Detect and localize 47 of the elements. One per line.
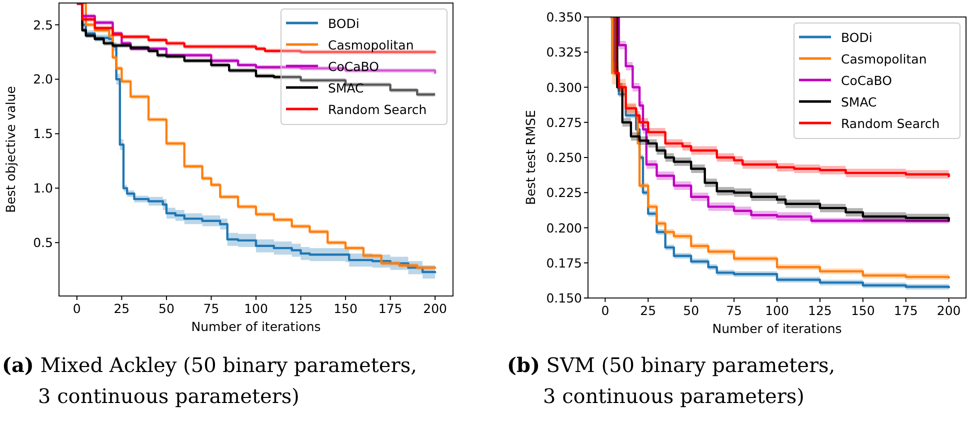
y-axis-title: Best test RMSE [523, 110, 538, 205]
x-tick-label: 100 [765, 303, 789, 318]
x-tick-label: 0 [72, 301, 81, 316]
x-tick-label: 200 [423, 301, 448, 316]
y-tick-label: 0.175 [546, 255, 582, 270]
x-tick-label: 0 [601, 303, 610, 318]
y-tick-label: 0.350 [546, 10, 582, 24]
legend-label: BODi [328, 16, 360, 31]
x-tick-label: 125 [288, 301, 313, 316]
x-tick-label: 50 [158, 301, 174, 316]
y-tick-label: 1.5 [33, 126, 53, 142]
legend-label: CoCaBO [841, 73, 892, 88]
x-tick-label: 100 [244, 301, 268, 316]
legend-label: BODi [841, 30, 872, 45]
y-tick-label: 0.150 [546, 290, 582, 306]
y-tick-label: 0.200 [546, 220, 582, 236]
legend-label: Random Search [841, 116, 940, 131]
y-tick-label: 1.0 [33, 180, 54, 196]
text: (b) SVM (50 binary parameters, 3 continuous parameters) [507, 353, 836, 408]
x-tick-label: 25 [114, 301, 130, 316]
x-tick-label: 75 [726, 303, 742, 318]
y-tick-label: 0.325 [546, 44, 582, 60]
y-tick-label: 0.275 [546, 114, 582, 130]
x-tick-label: 75 [203, 301, 220, 316]
x-axis-title: Number of iterations [712, 321, 842, 336]
x-tick-label: 125 [808, 303, 832, 318]
x-tick-label: 50 [683, 303, 700, 318]
y-tick-label: 0.5 [33, 235, 53, 250]
x-tick-label: 25 [640, 303, 656, 318]
y-tick-label: 2.0 [33, 72, 54, 87]
x-tick-label: 200 [936, 303, 961, 318]
x-tick-label: 175 [894, 303, 918, 318]
x-tick-label: 175 [378, 301, 402, 316]
x-tick-label: 150 [850, 303, 875, 318]
legend-label: Random Search [328, 102, 427, 117]
legend-label: SMAC [841, 94, 878, 110]
legend-label: Casmopolitan [328, 38, 414, 52]
y-tick-label: 0.225 [546, 185, 582, 200]
y-tick-label: 0.250 [546, 150, 582, 165]
y-tick-label: 2.5 [33, 17, 53, 32]
legend-label: SMAC [328, 80, 364, 96]
text: (a) Mixed Ackley (50 binary parameters, 3 continuous parameters) [2, 353, 417, 408]
y-axis-title: Best objective value [3, 86, 18, 213]
x-axis-title: Number of iterations [191, 319, 321, 334]
legend-label: Casmopolitan [841, 52, 927, 66]
y-tick-label: 0.300 [546, 80, 582, 95]
x-tick-label: 150 [334, 301, 358, 316]
